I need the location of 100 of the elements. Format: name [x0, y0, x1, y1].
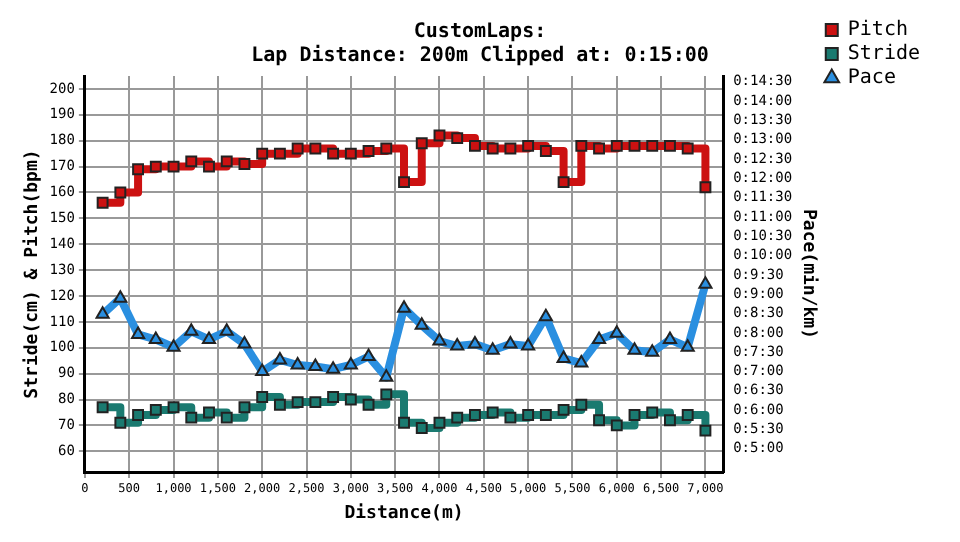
- point: [451, 411, 464, 424]
- point: [486, 406, 499, 419]
- point: [96, 196, 109, 209]
- point: [185, 155, 198, 168]
- point: [415, 137, 428, 150]
- point: [645, 344, 660, 357]
- point: [503, 336, 518, 349]
- point: [664, 139, 676, 152]
- point: [557, 403, 570, 416]
- point: [114, 186, 127, 199]
- point: [167, 160, 180, 173]
- point: [362, 398, 375, 411]
- point: [114, 416, 127, 429]
- point: [131, 326, 146, 339]
- point: [468, 139, 481, 152]
- point: [149, 160, 162, 173]
- point: [132, 163, 145, 176]
- point: [291, 396, 304, 409]
- point: [699, 181, 712, 194]
- point: [468, 409, 481, 422]
- chart-subtitle: Lap Distance: 200m Clipped at: 0:15:00: [251, 43, 709, 68]
- point: [591, 331, 607, 344]
- point: [380, 142, 393, 155]
- legend-label: Stride: [847, 43, 920, 66]
- point: [272, 351, 287, 365]
- point: [132, 409, 145, 422]
- point: [290, 356, 305, 370]
- point: [166, 339, 181, 352]
- point: [96, 401, 109, 414]
- point: [575, 139, 588, 152]
- point: [219, 323, 234, 336]
- point: [609, 325, 624, 338]
- point: [414, 317, 429, 330]
- point: [504, 142, 517, 155]
- chart-title: CustomLaps:: [413, 21, 547, 44]
- point: [450, 338, 465, 351]
- point: [593, 142, 605, 155]
- point: [662, 331, 678, 344]
- point: [148, 331, 163, 344]
- point: [220, 155, 233, 168]
- point: [451, 132, 464, 145]
- point: [344, 147, 357, 160]
- point: [433, 416, 446, 429]
- point: [255, 363, 270, 377]
- legend-label: Pace: [847, 67, 896, 90]
- point: [539, 145, 552, 158]
- point: [361, 348, 376, 361]
- point: [95, 306, 110, 319]
- point: [237, 336, 252, 349]
- point: [415, 422, 428, 434]
- point: [344, 393, 357, 406]
- point: [539, 409, 552, 422]
- point: [680, 339, 695, 352]
- point: [646, 406, 659, 419]
- point: [113, 290, 128, 303]
- point: [432, 333, 447, 346]
- point: [201, 331, 217, 344]
- point: [699, 424, 712, 437]
- y-axis-title: Stride(cm) & Pitch(bpm): [21, 149, 44, 399]
- x-axis-title: Distance(m): [344, 501, 464, 524]
- point: [575, 398, 588, 411]
- point: [238, 401, 251, 414]
- point: [664, 414, 676, 427]
- point: [610, 419, 623, 432]
- point: [627, 342, 642, 355]
- point: [646, 139, 659, 152]
- point: [362, 145, 375, 158]
- point: [167, 401, 180, 414]
- point: [467, 336, 482, 349]
- point: [309, 142, 322, 155]
- point: [698, 276, 713, 289]
- y2-axis-title: Pace(min/km): [798, 208, 821, 340]
- point: [522, 409, 535, 422]
- point: [610, 139, 623, 152]
- point: [273, 398, 286, 411]
- point: [308, 358, 323, 372]
- point: [538, 308, 553, 322]
- point: [291, 142, 304, 155]
- point: [681, 142, 694, 155]
- point: [486, 142, 499, 155]
- point: [557, 176, 570, 189]
- point: [256, 390, 269, 403]
- point: [309, 396, 322, 409]
- point: [185, 411, 198, 424]
- point: [238, 158, 251, 170]
- point: [203, 160, 215, 173]
- point: [220, 411, 233, 424]
- point: [343, 356, 358, 370]
- point: [149, 403, 162, 416]
- point: [556, 350, 571, 363]
- point: [396, 300, 412, 313]
- point: [326, 361, 341, 374]
- point: [521, 338, 536, 351]
- point: [273, 147, 286, 160]
- point: [628, 409, 641, 422]
- point: [681, 409, 694, 422]
- point: [398, 176, 410, 189]
- point: [593, 414, 605, 427]
- point: [522, 139, 535, 152]
- point: [504, 411, 517, 424]
